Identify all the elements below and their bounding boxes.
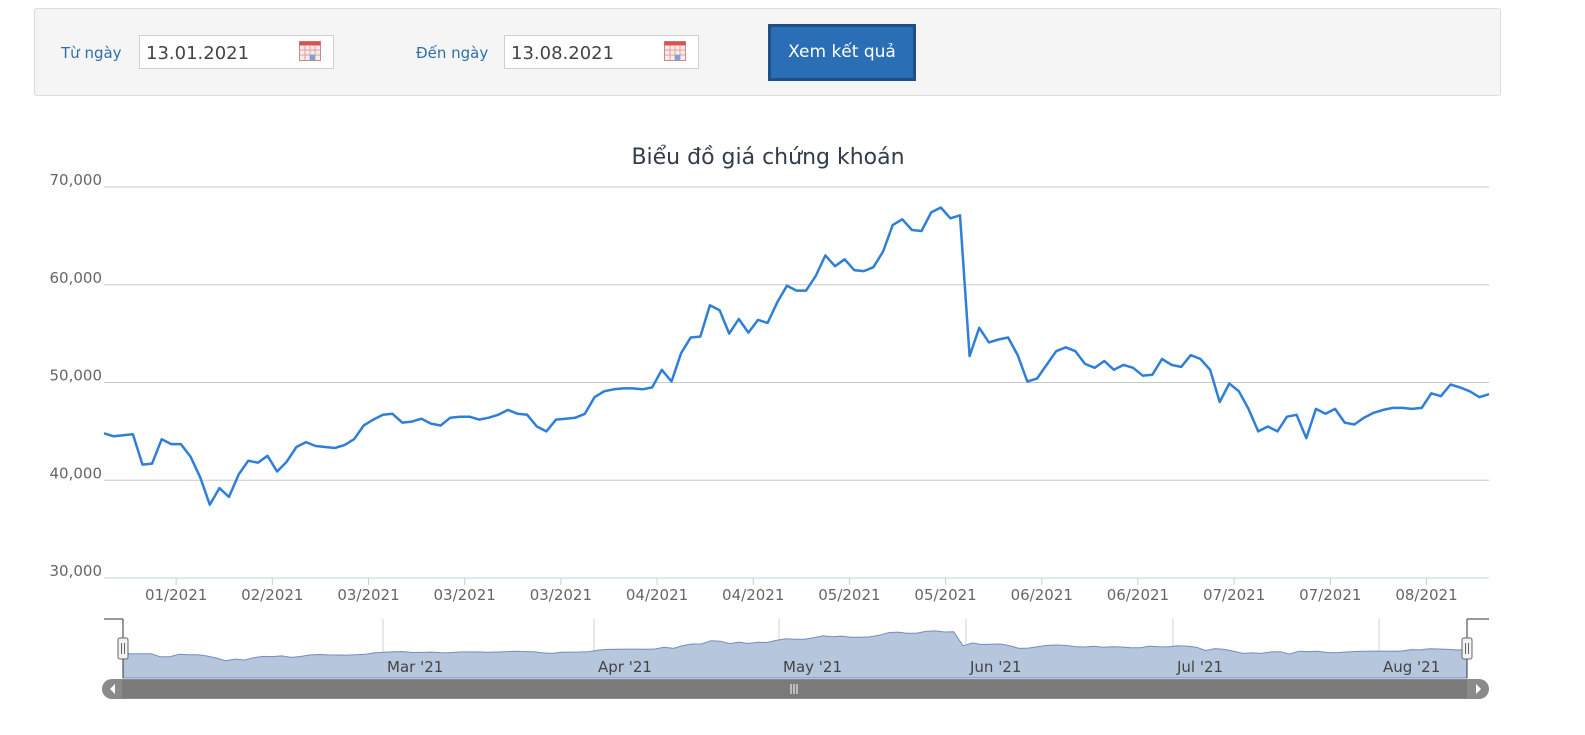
navigator-month-label: Jun '21: [969, 658, 1021, 676]
scrollbar-grip-icon[interactable]: [790, 684, 798, 694]
x-tick-label: 04/2021: [722, 586, 784, 604]
x-tick-label: 05/2021: [914, 586, 976, 604]
x-tick-label: 05/2021: [818, 586, 880, 604]
x-tick-label: 06/2021: [1107, 586, 1169, 604]
scroll-right-arrow-icon[interactable]: [1476, 684, 1481, 694]
chart-title: Biểu đồ giá chứng khoán: [631, 145, 904, 170]
x-tick-label: 08/2021: [1395, 586, 1457, 604]
navigator-month-label: May '21: [783, 658, 842, 676]
from-date-label: Từ ngày: [61, 44, 122, 62]
navigator-month-label: Mar '21: [387, 658, 443, 676]
navigator-month-label: Jul '21: [1176, 658, 1223, 676]
x-tick-label: 06/2021: [1011, 586, 1073, 604]
price-series-line[interactable]: [103, 206, 1490, 506]
y-tick-label: 70,000: [50, 171, 103, 189]
y-tick-label: 50,000: [50, 367, 103, 385]
view-results-button[interactable]: Xem kết quả: [768, 24, 916, 81]
navigator-left-handle[interactable]: [117, 637, 129, 660]
date-filter-panel: Từ ngày 13.01.2021 Đến ngày 13.08.2021 X…: [34, 8, 1501, 96]
calendar-icon[interactable]: [664, 41, 686, 61]
x-tick-label: 04/2021: [626, 586, 688, 604]
to-date-label: Đến ngày: [416, 44, 489, 62]
x-tick-label: 07/2021: [1299, 586, 1361, 604]
y-tick-label: 60,000: [50, 269, 103, 287]
x-tick-label: 01/2021: [145, 586, 207, 604]
navigator-month-label: Aug '21: [1383, 658, 1440, 676]
navigator-right-handle[interactable]: [1461, 637, 1473, 660]
to-date-field[interactable]: 13.08.2021: [504, 35, 699, 69]
x-tick-label: 07/2021: [1203, 586, 1265, 604]
y-tick-label: 40,000: [50, 464, 103, 482]
x-tick-label: 02/2021: [241, 586, 303, 604]
x-tick-label: 03/2021: [530, 586, 592, 604]
x-tick-label: 03/2021: [337, 586, 399, 604]
y-tick-label: 30,000: [50, 562, 103, 580]
calendar-icon[interactable]: [299, 41, 321, 61]
to-date-value: 13.08.2021: [511, 43, 615, 64]
scroll-left-arrow-icon[interactable]: [110, 684, 115, 694]
navigator[interactable]: Mar '21 Apr '21 May '21 Jun '21 Jul '21 Aug '…: [102, 618, 1489, 699]
x-tick-label: 03/2021: [434, 586, 496, 604]
from-date-field[interactable]: 13.01.2021: [139, 35, 334, 69]
navigator-area: [122, 630, 1468, 679]
from-date-value: 13.01.2021: [146, 43, 250, 64]
navigator-month-label: Apr '21: [598, 658, 652, 676]
